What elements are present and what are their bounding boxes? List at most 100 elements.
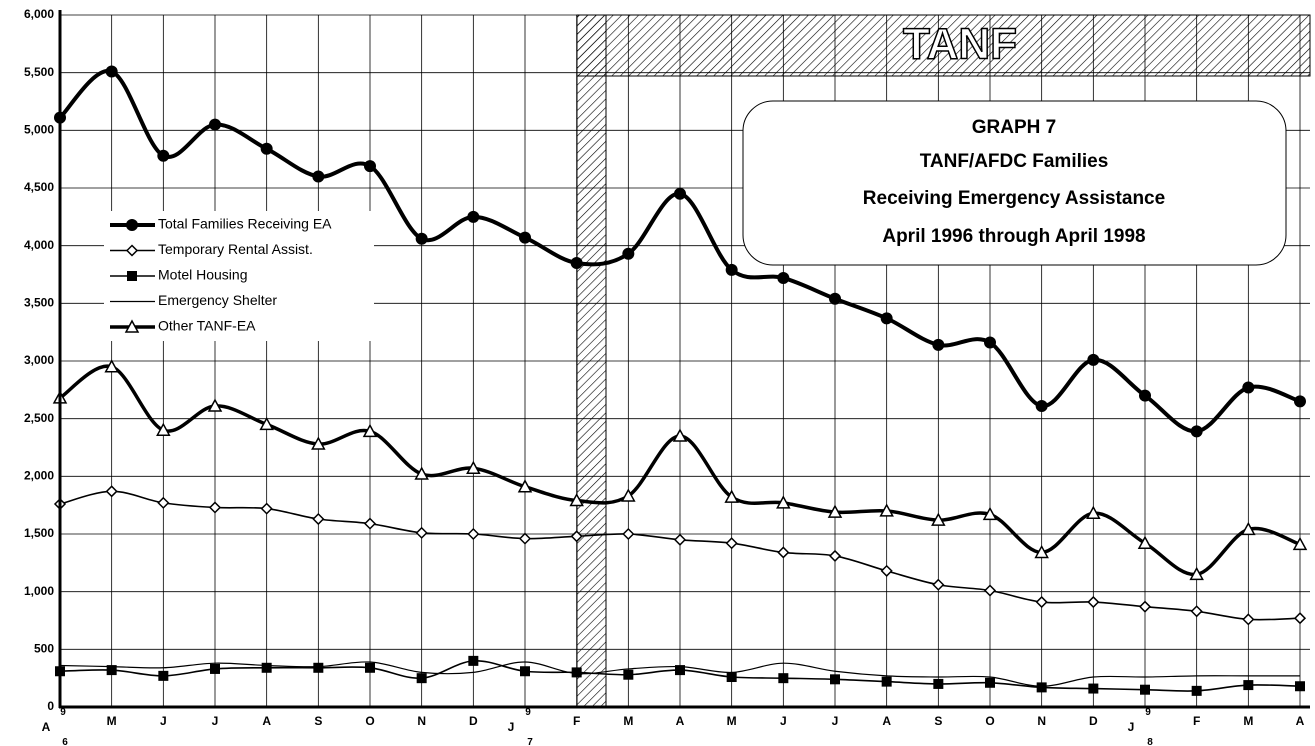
marker	[985, 677, 995, 688]
marker	[1243, 680, 1254, 691]
marker	[570, 530, 583, 543]
marker	[208, 501, 222, 514]
title: April 1996 through April 1998	[882, 226, 1145, 247]
x-tick-label: S	[314, 714, 322, 728]
legend-label: Emergency Shelter	[158, 292, 277, 308]
marker	[931, 512, 946, 526]
marker	[675, 665, 685, 676]
marker	[311, 436, 326, 450]
marker	[932, 578, 945, 591]
marker	[879, 503, 894, 517]
x-tick-label: M	[623, 714, 633, 728]
marker	[1295, 681, 1305, 692]
marker	[725, 537, 738, 550]
marker	[157, 149, 170, 162]
marker	[1190, 605, 1203, 618]
marker	[517, 479, 533, 493]
marker	[984, 336, 996, 349]
y-tick-label: 3,500	[24, 296, 54, 310]
x-tick-label: J	[832, 714, 839, 728]
marker	[1035, 399, 1048, 412]
marker	[622, 527, 635, 541]
marker	[157, 496, 170, 509]
y-tick-label: 0	[47, 699, 54, 713]
marker	[1087, 595, 1100, 609]
y-tick-label: 2,500	[24, 411, 54, 425]
marker	[1294, 395, 1306, 408]
region-label: TANF	[903, 20, 1017, 69]
x-tick-label: J	[212, 714, 219, 728]
marker	[518, 532, 532, 545]
marker	[362, 423, 378, 438]
marker	[880, 564, 893, 577]
y-tick-label: 6,000	[24, 7, 54, 21]
marker	[1087, 353, 1100, 366]
marker	[724, 489, 739, 503]
marker	[1191, 685, 1202, 696]
marker	[983, 584, 997, 597]
marker	[312, 170, 325, 183]
marker	[1086, 505, 1101, 519]
marker	[1139, 389, 1151, 402]
marker	[622, 247, 635, 260]
marker	[156, 422, 171, 436]
x-tick-label: A	[676, 714, 685, 728]
marker	[124, 319, 140, 333]
marker	[1242, 613, 1255, 626]
marker	[1034, 544, 1049, 559]
marker	[127, 271, 137, 281]
y-tick-label: 500	[34, 642, 54, 656]
x-tick-label: O	[365, 714, 374, 728]
marker	[933, 678, 944, 689]
marker	[1189, 566, 1204, 581]
marker	[106, 665, 117, 676]
marker	[364, 160, 376, 173]
x-tick-label: J	[780, 714, 787, 728]
marker	[726, 672, 737, 683]
x-tick-label: J	[1128, 720, 1135, 734]
title: Receiving Emergency Assistance	[863, 188, 1165, 209]
x-tick-label: F	[573, 714, 580, 728]
marker	[1088, 683, 1099, 694]
marker	[467, 210, 480, 223]
marker	[207, 398, 223, 412]
legend-label: Temporary Rental Assist.	[158, 241, 313, 257]
x-tick-label: M	[1243, 714, 1253, 728]
title: GRAPH 7	[972, 117, 1056, 138]
marker	[260, 502, 273, 515]
marker	[209, 118, 221, 131]
marker	[126, 219, 138, 231]
marker	[672, 428, 688, 442]
y-tick-label: 4,500	[24, 180, 54, 194]
legend-label: Motel Housing	[158, 267, 248, 283]
y-tick-label: 5,000	[24, 123, 54, 137]
x-tick-label: J	[160, 714, 167, 728]
x-tick-label: O	[985, 714, 994, 728]
legend-label: Other TANF-EA	[158, 318, 256, 334]
x-tick-label: N	[1037, 714, 1046, 728]
marker	[105, 485, 118, 498]
marker	[414, 466, 429, 480]
x-tick-label: A	[262, 714, 271, 728]
title: TANF/AFDC Families	[920, 151, 1109, 172]
y-tick-label: 4,000	[24, 238, 54, 252]
x-tick-label: M	[727, 714, 737, 728]
marker	[880, 312, 893, 325]
marker	[415, 526, 428, 539]
legend-label: Total Families Receiving EA	[158, 216, 332, 232]
marker	[1292, 536, 1308, 551]
marker	[570, 256, 583, 269]
marker	[1190, 425, 1203, 438]
marker	[210, 663, 220, 674]
marker	[468, 655, 479, 666]
marker	[1241, 521, 1256, 536]
marker	[571, 667, 582, 678]
marker	[623, 669, 634, 680]
marker	[125, 244, 139, 257]
marker	[520, 666, 530, 677]
series-line	[59, 661, 1300, 687]
